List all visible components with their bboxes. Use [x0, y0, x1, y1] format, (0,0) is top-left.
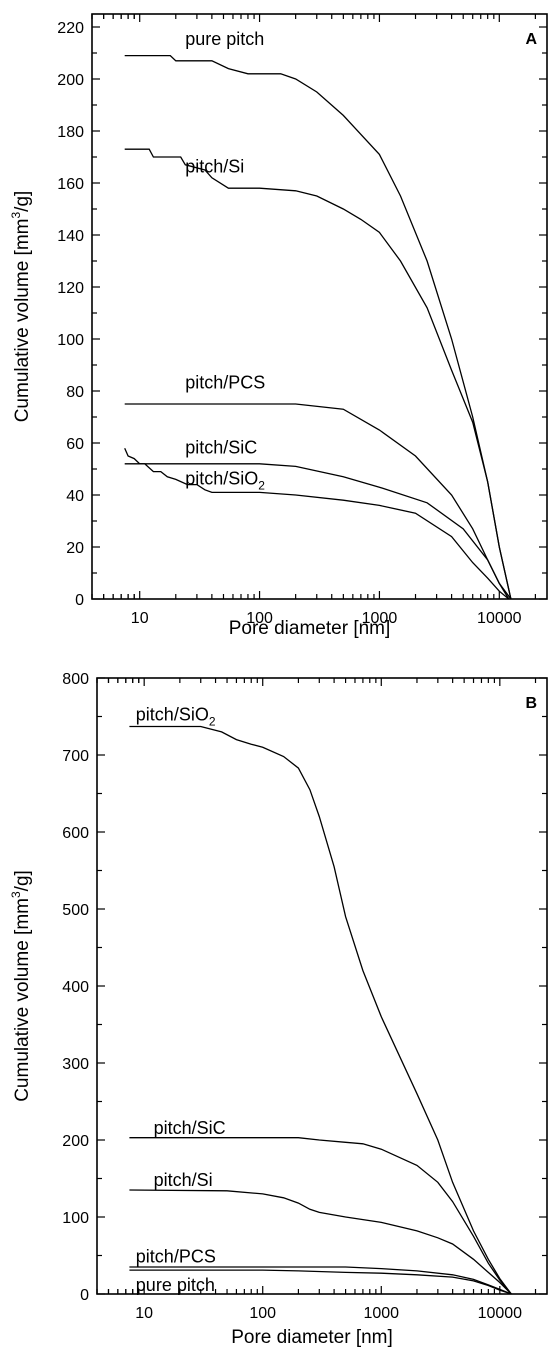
y-tick-label: 140 [57, 228, 84, 245]
x-tick-label: 10 [131, 610, 149, 627]
series-label: pitch/SiC [154, 1118, 226, 1138]
series-label-text: pure pitch [185, 29, 264, 49]
y-axis-title-main: Cumulative volume [mm [12, 898, 33, 1102]
series-label: pitch/SiO2 [136, 704, 216, 728]
y-axis-title-end: /g] [12, 870, 33, 891]
series-line-pitch-si [129, 1189, 512, 1295]
series-label: pitch/Si [185, 157, 244, 177]
y-tick-label: 160 [57, 176, 84, 193]
y-axis-title: Cumulative volume [mm3/g] [9, 191, 33, 423]
series-line-pitch-pcs [124, 403, 510, 600]
x-tick-label: 10000 [477, 610, 522, 627]
y-tick-label: 220 [57, 20, 84, 37]
series-label-text: pitch/Si [185, 157, 244, 177]
chart-panel-b: 10 100 1000 10000 0 100 200 300 400 500 600 700 800 P… [9, 671, 548, 1348]
series-line-pure-pitch [129, 1269, 512, 1295]
x-axis-title: Pore diameter [nm] [229, 618, 391, 639]
panel-label: A [525, 31, 537, 48]
x-tick-label: 1000 [362, 610, 398, 627]
plot-frame [91, 13, 548, 600]
y-tick-label: 60 [66, 436, 84, 453]
y-tick-label: 600 [62, 825, 89, 842]
series-line-pure-pitch [124, 54, 512, 600]
series-label: pitch/SiC [185, 437, 257, 457]
series-label-text: pitch/PCS [185, 372, 265, 392]
series-line-pitch-pcs [129, 1266, 512, 1295]
y-tick-label: 40 [66, 488, 84, 505]
y-tick-label: 700 [62, 748, 89, 765]
x-tick-label: 100 [246, 610, 273, 627]
y-axis-title-superscript: 3 [9, 212, 23, 219]
y-tick-label: 400 [62, 979, 89, 996]
y-tick-label: 200 [62, 1133, 89, 1150]
y-tick-label: 800 [62, 671, 89, 688]
y-axis-title-end: /g] [12, 191, 33, 212]
series-label: pitch/Si [154, 1170, 213, 1190]
y-tick-label: 300 [62, 1056, 89, 1073]
y-tick-label: 200 [57, 72, 84, 89]
y-tick-label: 100 [62, 1210, 89, 1227]
series-label-text: pitch/SiC [185, 437, 257, 457]
y-tick-label: 80 [66, 384, 84, 401]
series-label: pure pitch [185, 29, 264, 49]
series-label: pure pitch [136, 1275, 215, 1295]
series-line-pitch-sio2 [124, 447, 510, 600]
y-tick-label: 120 [57, 280, 84, 297]
y-axis-title-main: Cumulative volume [mm [12, 219, 33, 423]
panel-label: B [525, 695, 537, 712]
series-label-subscript: 2 [258, 479, 265, 493]
x-tick-label: 1000 [363, 1305, 399, 1322]
series-label-text: pitch/SiO [185, 469, 258, 489]
x-tick-label: 100 [249, 1305, 276, 1322]
y-tick-label: 500 [62, 902, 89, 919]
y-tick-label: 0 [80, 1287, 89, 1304]
series-label-text: pitch/PCS [136, 1246, 216, 1266]
series-label-text: pitch/Si [154, 1170, 213, 1190]
series-label-text: pitch/SiO [136, 704, 209, 724]
y-tick-label: 20 [66, 540, 84, 557]
y-axis-title: Cumulative volume [mm3/g] [9, 870, 33, 1102]
series-label: pitch/PCS [136, 1246, 216, 1266]
x-axis-title: Pore diameter [nm] [231, 1327, 393, 1348]
series-line-pitch-sio2 [129, 725, 512, 1295]
y-tick-label: 180 [57, 124, 84, 141]
x-tick-label: 10000 [478, 1305, 523, 1322]
chart-panel-a: 10 100 1000 10000 0 20 40 60 80 100 120 140 160 180 20… [9, 13, 548, 639]
series-label: pitch/SiO2 [185, 469, 265, 493]
series-line-pitch-si [124, 148, 512, 600]
plot-frame [96, 677, 548, 1295]
series-label: pitch/PCS [185, 372, 265, 392]
x-tick-label: 10 [135, 1305, 153, 1322]
series-label-text: pitch/SiC [154, 1118, 226, 1138]
series-line-pitch-sic [129, 1137, 512, 1295]
y-tick-label: 0 [75, 592, 84, 609]
series-label-text: pure pitch [136, 1275, 215, 1295]
y-tick-label: 100 [57, 332, 84, 349]
y-axis-title-superscript: 3 [9, 891, 23, 898]
series-line-pitch-sic [124, 463, 512, 600]
series-label-subscript: 2 [209, 714, 216, 728]
